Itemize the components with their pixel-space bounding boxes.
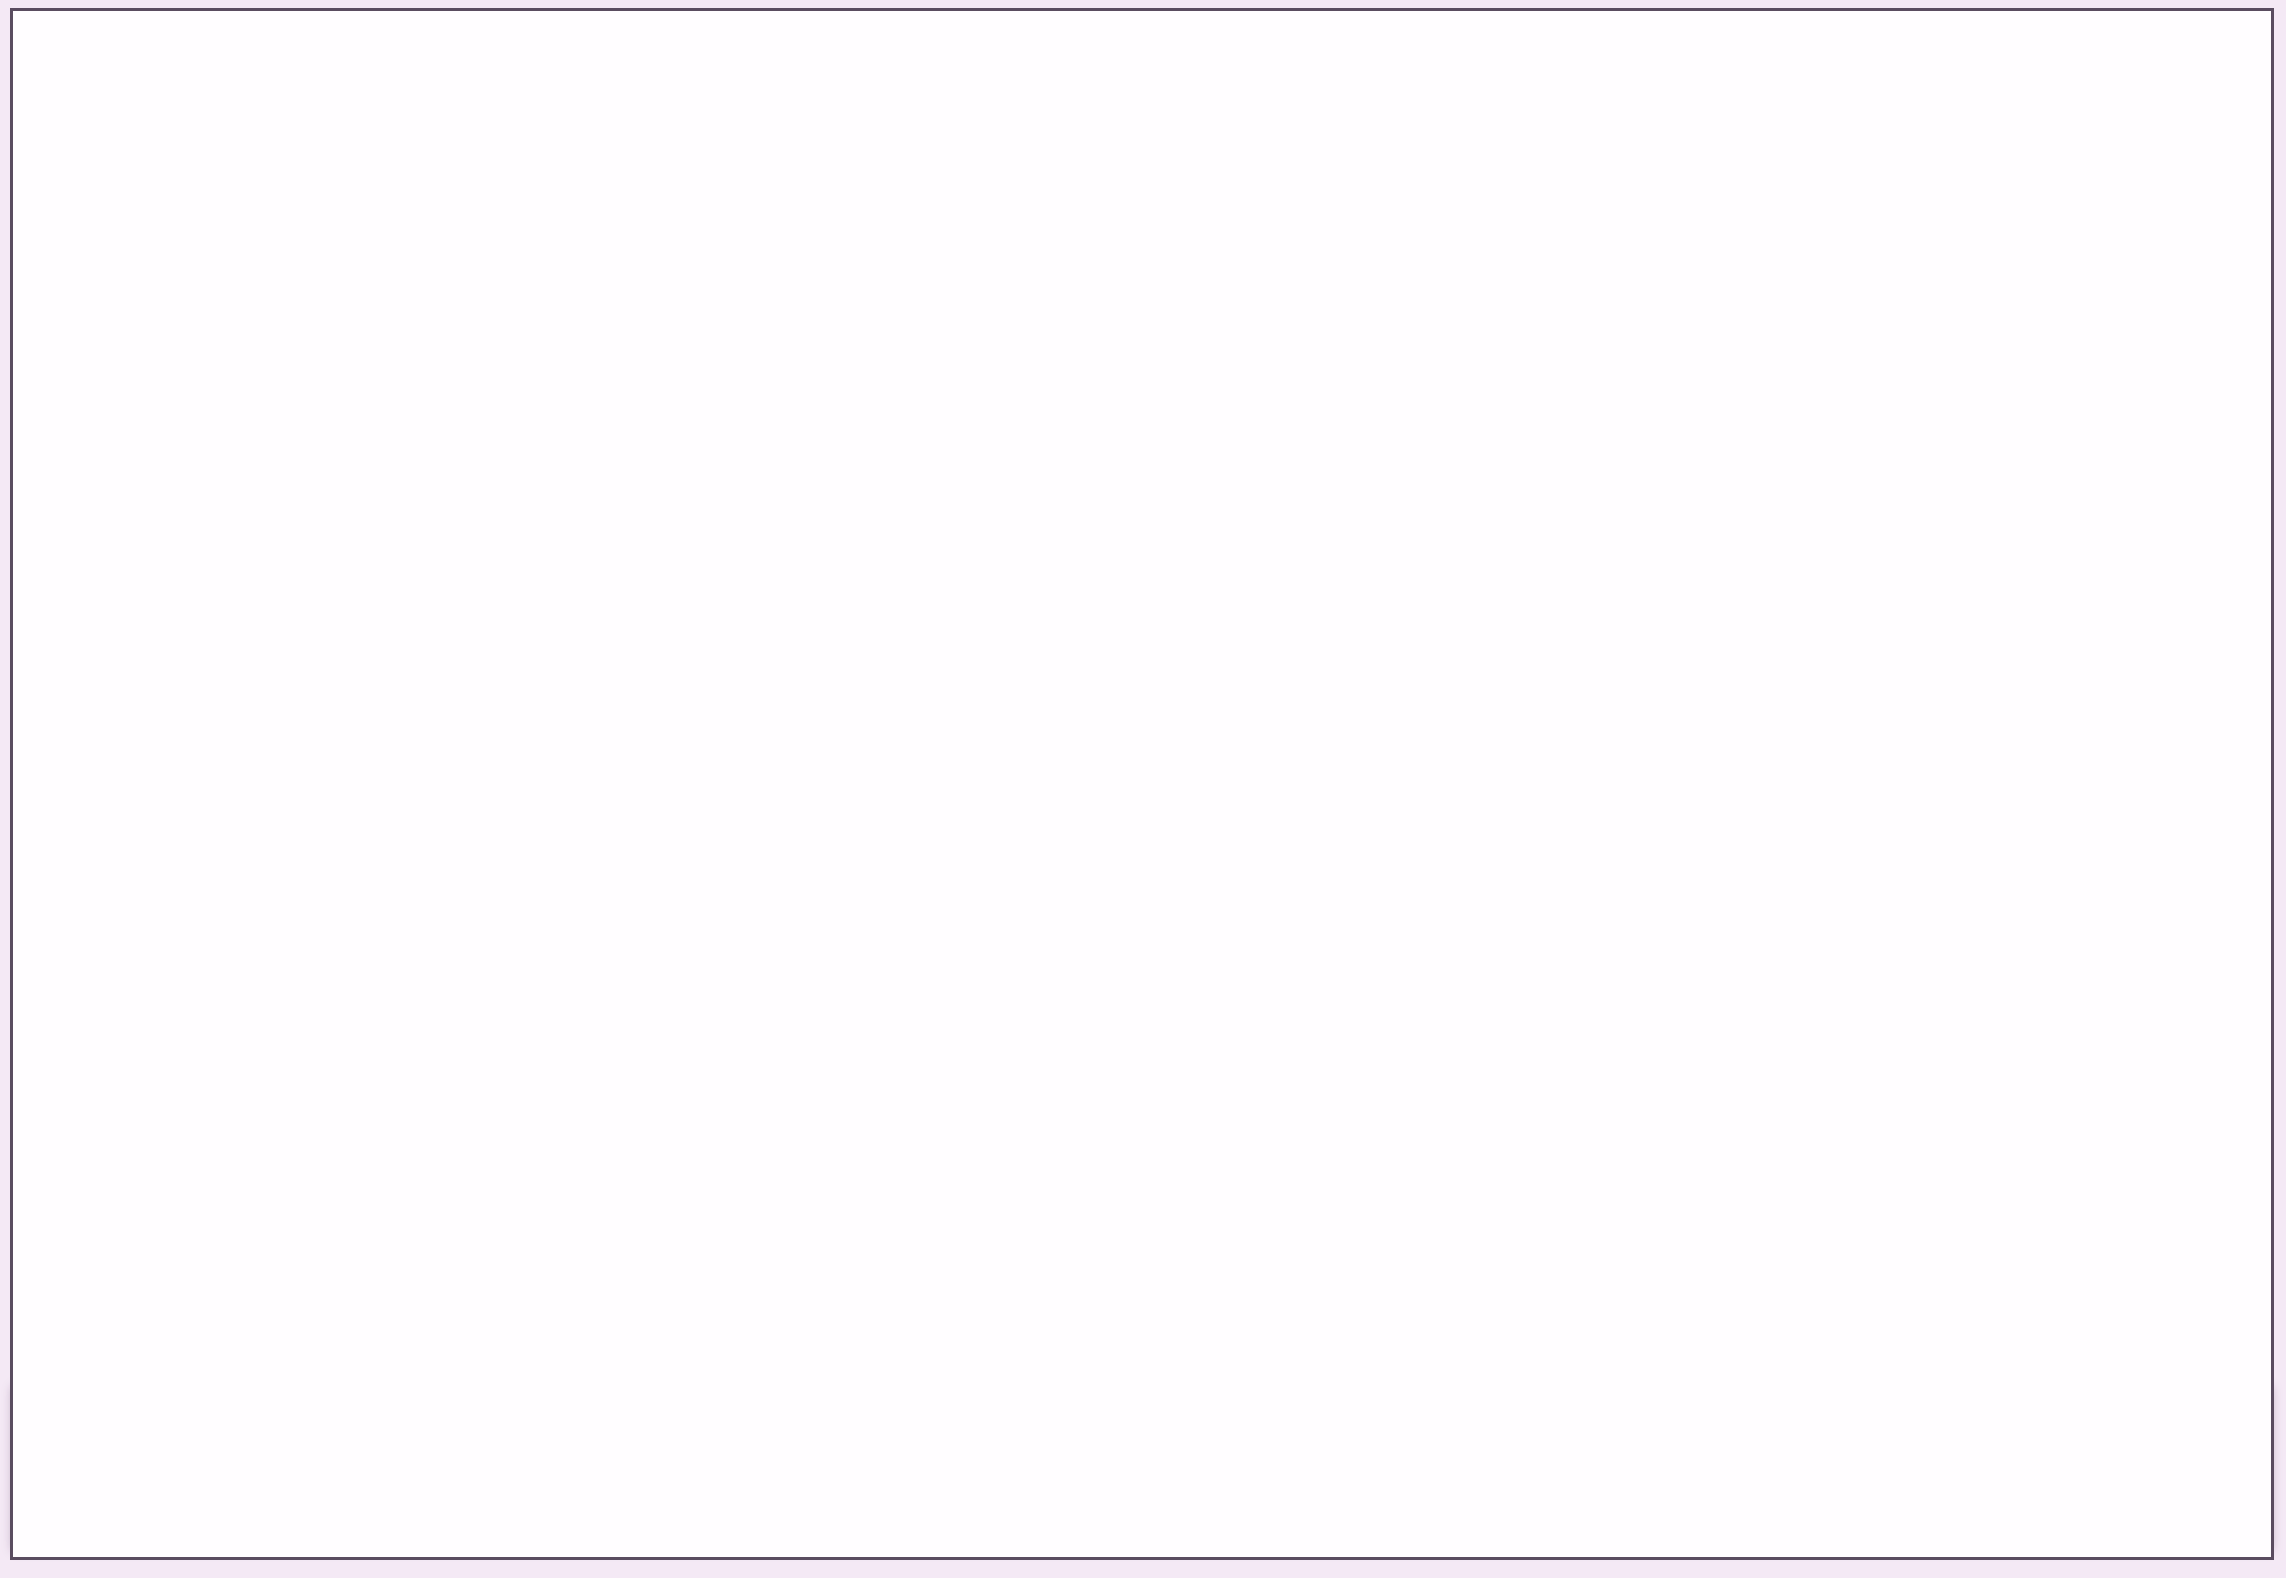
marketus-logo-icon: [1606, 1426, 1698, 1490]
map-region-caribbean-island: [711, 786, 737, 798]
region-label-apac: APAC: [1943, 745, 2073, 799]
map-region-sumatra: [1637, 954, 1707, 1014]
apac-marker-dot: [1724, 731, 1762, 769]
region-label-mea: MEA: [1497, 941, 1603, 995]
map-region-japan: [1942, 564, 1982, 632]
map-region-hainan: [1787, 827, 1805, 845]
north-america-marker-dot: [476, 650, 512, 686]
map-region-java: [1706, 1028, 1790, 1052]
logo-tagline: ONE STOP SHOP FOR THE REPORTS: [1720, 1474, 2056, 1490]
map-region-greenland: [648, 188, 1050, 492]
mea-marker-dot: [1247, 957, 1281, 991]
latin-america-marker-dot: [521, 1117, 555, 1151]
footer-banner: APAC is Expected to Hold the Largest Art…: [13, 1381, 2271, 1544]
page-title: Global Art Tourism Market: [55, 21, 902, 93]
map-region-arctic-island: [606, 282, 638, 302]
map-region-iceland: [963, 458, 1007, 482]
map-region-new-guinea: [1848, 960, 1932, 1008]
map-region-arctic-island: [506, 286, 554, 314]
banner-headline: APAC is Expected to Hold the Largest Art…: [116, 1397, 1139, 1529]
region-label-north-america: North America: [23, 746, 347, 800]
page-subtitle: Regional Analysis in 2023: [72, 140, 601, 189]
map-region-denmark: [1182, 472, 1202, 504]
map-region-new-zealand: [1936, 1244, 1980, 1292]
map-region-turkey: [1286, 628, 1366, 676]
map-region-japan: [1916, 631, 1948, 705]
map-region-new-zealand: [1968, 1193, 2002, 1237]
europe-marker-dot: [1143, 536, 1177, 570]
region-label-europe: Europe: [1085, 178, 1247, 232]
map-region-arctic-island: [443, 313, 497, 347]
marketus-logo-text: market.us ONE STOP SHOP FOR THE REPORTS: [1720, 1413, 2056, 1490]
map-region-arctic-island: [543, 361, 577, 387]
banner-headline-line2: Tourism Market Share: [116, 1467, 659, 1525]
map-region-south-america: [510, 846, 886, 1336]
map-region-philippines: [1826, 858, 1846, 902]
map-region-philippines: [1844, 908, 1860, 936]
marketus-logo: market.us ONE STOP SHOP FOR THE REPORTS: [1604, 1409, 2056, 1493]
map-region-caribbean-island: [751, 799, 769, 809]
map-region-tasmania: [1853, 1225, 1875, 1251]
map-region-arctic-island: [570, 314, 610, 346]
map-region-madagascar: [1399, 1030, 1441, 1120]
region-value-apac: USD 16.90 Bn: [1861, 809, 2167, 863]
map-region-united-kingdom: [1070, 532, 1110, 628]
map-region-sri-lanka: [1596, 1029, 1616, 1059]
region-label-latin-america: Latin America: [61, 1107, 371, 1161]
logo-brand: market.us: [1720, 1409, 1994, 1474]
map-region-borneo: [1752, 916, 1820, 994]
banner-headline-line1: APAC is Expected to Hold the Largest Art: [116, 1401, 1139, 1459]
map-region-ireland: [1039, 588, 1065, 628]
